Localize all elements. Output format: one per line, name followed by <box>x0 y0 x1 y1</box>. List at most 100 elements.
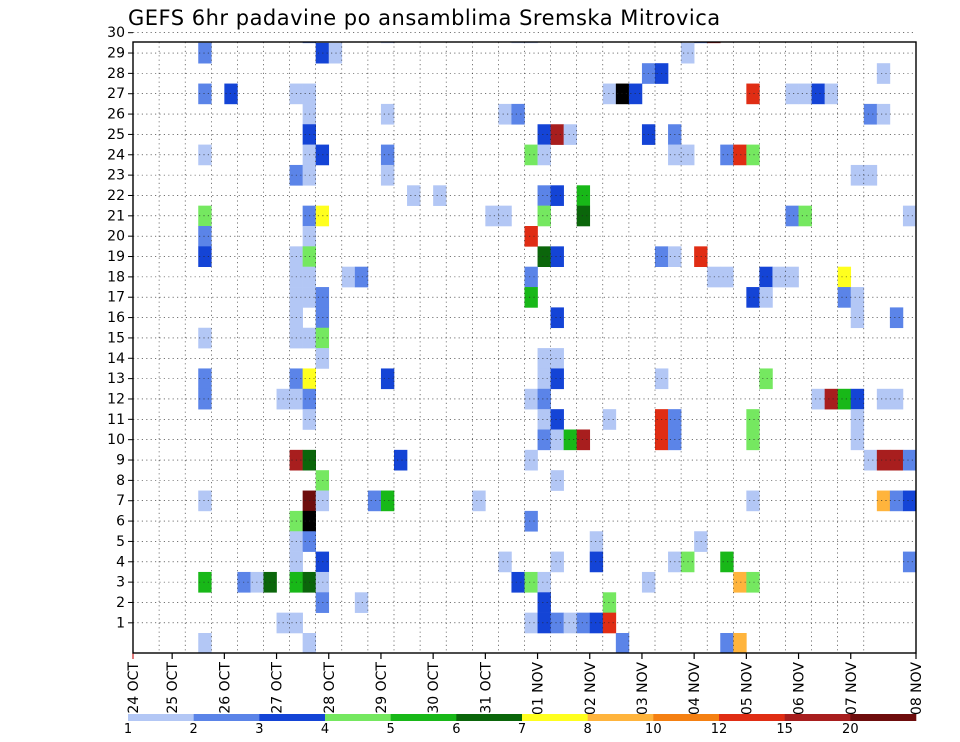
heatmap-cell <box>550 307 564 329</box>
y-tick-label: 7 <box>116 493 125 509</box>
heatmap-cell <box>733 571 747 593</box>
heatmap-cell <box>380 103 395 125</box>
heatmap-cell <box>524 226 538 247</box>
heatmap-cell <box>511 103 525 125</box>
heatmap-cell <box>380 164 395 186</box>
heatmap-cell <box>902 449 917 471</box>
heatmap-cell <box>902 205 917 227</box>
y-tick-label: 24 <box>107 147 125 163</box>
heatmap-cell <box>720 633 734 654</box>
heatmap-cell <box>837 388 852 410</box>
legend-label: 6 <box>452 722 460 737</box>
legend-label: 15 <box>776 722 793 737</box>
heatmap-cell <box>472 490 486 512</box>
heatmap-cell <box>785 266 799 288</box>
heatmap-cell <box>850 429 865 451</box>
heatmap-cell <box>576 185 591 206</box>
y-tick-label: 2 <box>116 595 125 611</box>
heatmap-cell <box>524 266 538 288</box>
heatmap-cell <box>863 164 878 186</box>
y-tick-label: 23 <box>107 168 125 184</box>
y-tick-label: 14 <box>107 351 125 367</box>
heatmap-cell <box>563 429 577 451</box>
heatmap-cell <box>550 612 564 634</box>
heatmap-cell <box>759 266 773 288</box>
legend-label: 1 <box>124 722 132 737</box>
heatmap-cell <box>524 571 538 593</box>
heatmap-cell <box>198 246 212 267</box>
heatmap-cell <box>511 571 525 593</box>
legend-swatch <box>325 714 391 721</box>
heatmap-cell <box>889 490 904 512</box>
legend-swatch <box>719 714 785 721</box>
heatmap-cell <box>746 490 760 512</box>
heatmap-cell <box>876 388 891 410</box>
heatmap-cell <box>224 83 238 105</box>
heatmap-cell <box>785 205 799 227</box>
heatmap-cell <box>485 205 499 227</box>
heatmap-cell <box>876 449 891 471</box>
legend-swatch <box>128 714 194 721</box>
heatmap-cell <box>198 83 212 105</box>
heatmap-cell <box>198 205 212 227</box>
heatmap-cell <box>746 287 760 308</box>
heatmap-cell <box>394 449 408 471</box>
y-axis: 1234567891011121314151617181920212223242… <box>107 25 133 631</box>
x-tick-label: 08 NOV <box>909 662 925 716</box>
y-tick-label: 4 <box>116 554 125 570</box>
heatmap-cell <box>498 205 512 227</box>
heatmap-cell <box>733 633 747 654</box>
heatmap-cell <box>746 409 760 430</box>
y-tick-label: 17 <box>107 290 125 306</box>
heatmap-cell <box>824 388 838 410</box>
heatmap-cell <box>524 388 538 410</box>
legend-swatch <box>193 714 260 721</box>
chart-title: GEFS 6hr padavine po ansamblima Sremska … <box>128 6 721 30</box>
heatmap-cell <box>576 205 591 227</box>
heatmap-cell <box>589 531 604 552</box>
heatmap-cell <box>720 144 734 166</box>
heatmap-cell <box>759 287 773 308</box>
y-tick-label: 30 <box>107 25 125 41</box>
heatmap-cell <box>589 551 604 573</box>
heatmap-cell <box>824 83 838 105</box>
heatmap-cell <box>720 551 734 573</box>
legend-swatch <box>587 714 654 721</box>
heatmap-cell <box>772 266 786 288</box>
y-tick-label: 13 <box>107 371 125 387</box>
heatmap-cell <box>863 449 878 471</box>
heatmap-cell <box>302 633 316 654</box>
heatmap-cell <box>198 42 212 64</box>
y-tick-label: 29 <box>107 46 125 62</box>
x-tick-label: 05 NOV <box>739 662 755 716</box>
x-tick-label: 26 OCT <box>217 662 233 714</box>
y-tick-label: 22 <box>107 188 125 204</box>
heatmap-cell <box>550 470 564 491</box>
heatmap-cell <box>198 368 212 390</box>
x-tick-label: 29 OCT <box>374 662 390 714</box>
grid-lines <box>133 32 916 653</box>
x-tick-label: 25 OCT <box>165 662 181 714</box>
x-tick-label: 06 NOV <box>792 662 808 716</box>
heatmap-cell <box>589 612 604 634</box>
legend-swatch <box>850 714 917 721</box>
heatmap-cell <box>550 551 564 573</box>
y-tick-label: 20 <box>107 229 125 245</box>
x-tick-label: 27 OCT <box>270 662 286 714</box>
heatmap-cell <box>876 490 891 512</box>
heatmap-cell <box>524 510 538 532</box>
x-axis: 24 OCT 25 OCT 26 OCT 27 OCT 28 OCT 29 OCT 30 O… <box>126 653 925 715</box>
y-tick-label: 8 <box>116 473 125 489</box>
heatmap-cell <box>341 266 356 288</box>
heatmap-cell <box>198 571 212 593</box>
legend-label: 7 <box>518 722 526 737</box>
plot-frame <box>132 41 917 654</box>
heatmap-cell <box>367 490 382 512</box>
legend-swatch <box>259 714 326 721</box>
y-tick-label: 9 <box>116 453 125 469</box>
heatmap-cell <box>798 83 812 105</box>
heatmap-cell <box>354 266 369 288</box>
y-tick-label: 26 <box>107 107 125 123</box>
y-tick-label: 16 <box>107 310 125 326</box>
x-tick-label: 28 OCT <box>322 662 338 714</box>
